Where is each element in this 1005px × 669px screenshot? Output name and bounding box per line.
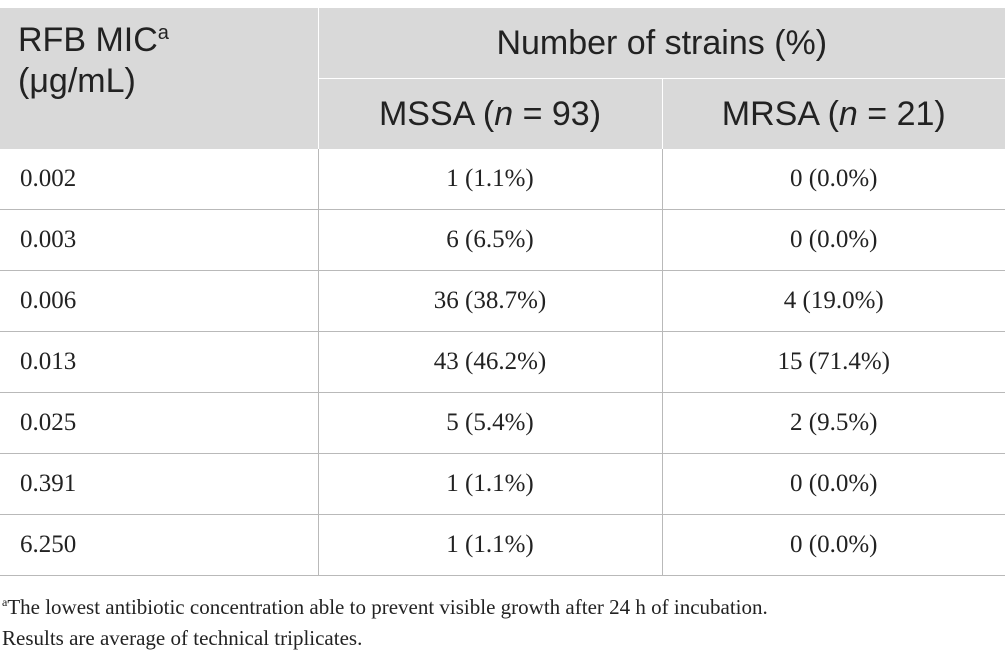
- mic-cell: 0.013: [0, 331, 319, 393]
- table-row: 0.013 43 (46.2%) 15 (71.4%): [0, 331, 1005, 393]
- mic-column-header: RFB MICa (μg/mL): [0, 8, 319, 149]
- strain-count-group-header: Number of strains (%): [318, 8, 1005, 79]
- table-row: 0.002 1 (1.1%) 0 (0.0%): [0, 149, 1005, 210]
- mic-label: RFB MIC: [18, 21, 158, 59]
- table-header: RFB MICa (μg/mL) Number of strains (%) MS…: [0, 8, 1005, 149]
- mic-cell: 0.391: [0, 453, 319, 515]
- mrsa-column-header: MRSA (n = 21): [662, 78, 1005, 149]
- footnote-marker: a: [157, 22, 169, 44]
- mic-units: (μg/mL): [18, 61, 136, 100]
- mrsa-cell: 0 (0.0%): [662, 514, 1005, 576]
- table-row: 0.003 6 (6.5%) 0 (0.0%): [0, 209, 1005, 271]
- mssa-cell: 36 (38.7%): [318, 270, 663, 332]
- mssa-cell: 5 (5.4%): [318, 392, 663, 454]
- footnote-line-2: Results are average of technical triplic…: [2, 626, 363, 650]
- mssa-cell: 1 (1.1%): [318, 149, 663, 210]
- footnote-marker: a: [2, 595, 8, 609]
- footnote-line-1: The lowest antibiotic concentration able…: [7, 595, 768, 619]
- table-footnote: aThe lowest antibiotic concentration abl…: [2, 592, 1002, 654]
- table-row: 0.391 1 (1.1%) 0 (0.0%): [0, 453, 1005, 515]
- mrsa-cell: 0 (0.0%): [662, 453, 1005, 515]
- table-body: 0.002 1 (1.1%) 0 (0.0%) 0.003 6 (6.5%) 0 (0.…: [0, 149, 1005, 576]
- mrsa-cell: 0 (0.0%): [662, 149, 1005, 210]
- mssa-cell: 1 (1.1%): [318, 453, 663, 515]
- strain-mic-table: RFB MICa (μg/mL) Number of strains (%) MS…: [0, 8, 1005, 576]
- table-row: 0.025 5 (5.4%) 2 (9.5%): [0, 392, 1005, 454]
- mic-cell: 0.025: [0, 392, 319, 454]
- table-row: 0.006 36 (38.7%) 4 (19.0%): [0, 270, 1005, 332]
- mssa-cell: 43 (46.2%): [318, 331, 663, 393]
- mssa-cell: 6 (6.5%): [318, 209, 663, 271]
- mic-cell: 6.250: [0, 514, 319, 576]
- mrsa-cell: 0 (0.0%): [662, 209, 1005, 271]
- mssa-cell: 1 (1.1%): [318, 514, 663, 576]
- mic-cell: 0.003: [0, 209, 319, 271]
- mrsa-cell: 2 (9.5%): [662, 392, 1005, 454]
- mssa-column-header: MSSA (n = 93): [318, 78, 663, 149]
- mic-cell: 0.006: [0, 270, 319, 332]
- mrsa-cell: 15 (71.4%): [662, 331, 1005, 393]
- mrsa-cell: 4 (19.0%): [662, 270, 1005, 332]
- table-row: 6.250 1 (1.1%) 0 (0.0%): [0, 514, 1005, 576]
- mic-cell: 0.002: [0, 149, 319, 210]
